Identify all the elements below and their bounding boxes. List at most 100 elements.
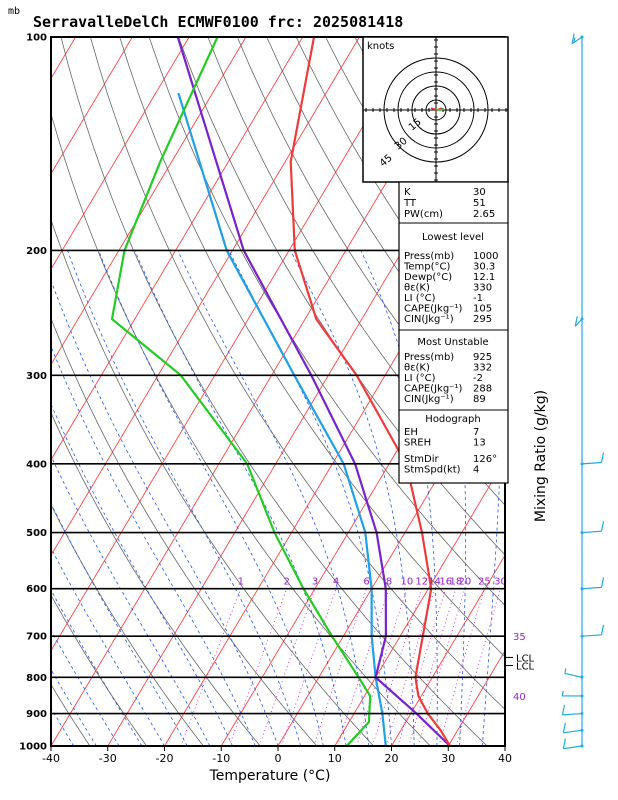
mixing-ratio-line [228,588,288,746]
mixing-ratio-label: 25 [478,577,491,588]
mixing-ratio-label: 2 [284,577,290,588]
lcl-label-2: LCL [516,662,535,673]
pressure-tick-label: 500 [26,528,47,539]
isotherm-line [51,37,133,175]
dry-adiabat-line [119,37,505,658]
pressure-tick-label: 100 [26,33,47,44]
wind-barb-dot [580,675,584,679]
wind-barb-shaft [581,530,602,534]
index-label: θε(K) [404,363,430,374]
index-label: StmSpd(kt) [404,465,461,476]
moist-adiabat-line [51,345,256,746]
index-value: 30 [473,187,486,198]
moist-adiabat-line [51,502,188,746]
temperature-profile-line [289,37,451,746]
mixing-ratio-axis-label: Mixing Ratio (g/kg) [533,390,549,522]
isotherm-line [562,37,618,746]
dry-adiabat-line [51,594,147,746]
isotherm-line [0,37,19,746]
wind-barbs [561,33,605,750]
dewpoint-profile-line [110,37,372,746]
wind-barb-flag [574,316,578,327]
wind-barb-shaft [581,634,602,637]
moist-adiabat-line [51,707,75,746]
wind-barb-half [561,690,564,697]
pressure-tick-label: 600 [26,584,47,595]
index-value: -2 [473,373,483,384]
index-value: 13 [473,438,486,449]
indices-summary: K 30 TT 51 PW(cm) 2.65 [403,187,495,220]
wind-barb-dot [580,317,584,321]
wind-barb-dot [580,712,584,716]
index-label: CAPE(Jkg⁻¹) [404,384,462,395]
hodograph-trace-green [437,108,445,111]
mixing-ratio-line [281,588,337,746]
x-tick-label: -20 [156,752,174,765]
x-tick-label: 0 [275,752,282,765]
index-value: 330 [473,283,492,294]
isotherm-line [51,37,303,461]
index-label: K [404,187,411,198]
index-label: Press(mb) [404,352,454,363]
index-value: 925 [473,352,492,363]
lowest-level-heading: Lowest level [422,232,484,243]
index-label: EH [404,427,418,438]
x-tick-label: 20 [385,752,399,765]
index-value: 288 [473,384,492,395]
wind-barb-dot [580,531,584,535]
moist-adiabat-line [134,250,347,746]
index-label: Temp(°C) [403,262,451,273]
x-axis-ticks: -40 -30 -20 -10 0 10 20 30 40 [42,746,512,765]
wind-barb-shaft [564,672,583,678]
index-label: SREH [404,438,431,449]
wind-barb-shaft [574,318,583,327]
index-value: 295 [473,314,492,325]
wind-barb-shaft [562,712,583,716]
index-value: 105 [473,304,492,315]
wind-barb-half [564,668,567,674]
hodograph-box-rows: EH 7 SREH 13 StmDir 126° StmSpd(kt) 4 [404,427,497,476]
wind-barb-flag [562,722,566,733]
index-value: -1 [473,293,483,304]
wind-barb-dot [580,634,584,638]
pressure-tick-label: 800 [26,673,47,684]
parcel-profile-line [176,37,451,746]
wind-barb-shaft [581,586,602,590]
most-unstable-heading: Most Unstable [417,337,488,348]
x-tick-label: 30 [441,752,455,765]
index-label: PW(cm) [404,209,443,220]
mixing-ratio-label: 6 [363,577,369,588]
dry-adiabat-line [178,37,505,556]
mixing-ratio-label: 4 [333,577,339,588]
mixing-ratio-label: 8 [386,577,392,588]
isotherm-line [334,459,505,746]
wind-barb-half [573,37,576,43]
x-tick-label: 40 [498,752,512,765]
dry-adiabat-line [51,218,374,746]
x-tick-label: 10 [328,752,342,765]
mixing-ratio-label: 10 [401,577,414,588]
index-value: 12.1 [473,272,495,283]
isotherm-line [391,554,505,746]
moist-adiabat-line [177,250,370,746]
index-label: LI (°C) [404,293,436,304]
chart-title: SerravalleDelCh ECMWF0100 frc: 202508141… [33,13,403,31]
dry-adiabat-line [51,112,431,746]
x-tick-label: -40 [42,752,60,765]
isotherm-line [51,37,417,652]
wind-barb-flag [571,33,575,44]
mixing-ratio-label: 12 [415,577,428,588]
index-value: 2.65 [473,209,495,220]
moist-adiabat-line [98,250,324,746]
hodograph-box-heading: Hodograph [425,414,480,425]
index-label: LI (°C) [404,373,436,384]
wind-barb-dot [580,728,584,732]
pressure-unit-label: mb [8,6,20,17]
moist-adiabat-line [51,279,279,746]
x-tick-label: -30 [99,752,117,765]
index-label: θε(K) [404,283,430,294]
isotherm-line [164,172,505,746]
wind-barb-flag [600,452,605,463]
